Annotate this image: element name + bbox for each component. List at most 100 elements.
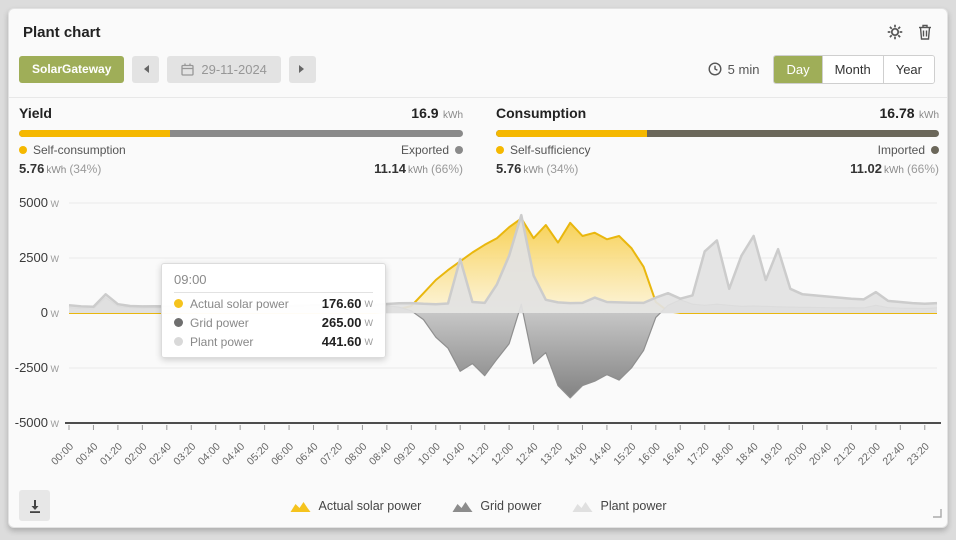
plant-chart-card: Plant chart SolarGateway (8, 8, 948, 528)
svg-text:16:40: 16:40 (660, 441, 687, 468)
svg-text:16:00: 16:00 (636, 441, 663, 468)
exported-value: 11.14 kWh (66%) (374, 161, 463, 176)
yield-title: Yield (19, 105, 52, 121)
interval-label: 5 min (727, 61, 760, 77)
prev-day-button[interactable] (132, 55, 160, 83)
svg-text:10:40: 10:40 (440, 441, 467, 468)
svg-text:18:00: 18:00 (709, 441, 736, 468)
chevron-right-icon (299, 65, 305, 73)
imported-label: Imported (878, 143, 939, 157)
svg-text:02:40: 02:40 (147, 441, 174, 468)
svg-text:15:20: 15:20 (611, 441, 638, 468)
resize-grip[interactable] (932, 505, 942, 523)
tooltip-row-solar: Actual solar power 176.60 W (162, 293, 385, 312)
svg-text:00:40: 00:40 (74, 441, 101, 468)
settings-button[interactable] (885, 22, 905, 42)
imported-value: 11.02 kWh (66%) (850, 161, 939, 176)
grid-area-icon (452, 501, 473, 512)
solar-area-icon (290, 501, 311, 512)
svg-text:12:00: 12:00 (489, 441, 516, 468)
svg-text:18:40: 18:40 (734, 441, 761, 468)
solar-dot (174, 299, 183, 308)
tab-day[interactable]: Day (774, 55, 822, 83)
toolbar: SolarGateway 29-11-2024 (19, 55, 316, 83)
yield-total: 16.9 kWh (411, 105, 463, 121)
clock-icon (708, 62, 722, 76)
view-controls: 5 min Day Month Year (708, 54, 935, 84)
tooltip-time: 09:00 (174, 272, 373, 293)
yield-stats: Yield 16.9 kWh Self-consumption Exported… (19, 105, 463, 176)
svg-text:23:20: 23:20 (905, 441, 932, 468)
self-sufficiency-value: 5.76 kWh (34%) (496, 161, 579, 176)
solar-area (69, 218, 937, 313)
svg-text:04:40: 04:40 (220, 441, 247, 468)
plant-dot (174, 337, 183, 346)
interval-indicator: 5 min (708, 61, 760, 77)
plant-area (69, 215, 937, 313)
consumption-progress-fill (496, 130, 647, 137)
imported-dot (931, 146, 939, 154)
svg-text:03:20: 03:20 (171, 441, 198, 468)
chart-tooltip: 09:00 Actual solar power 176.60 W Grid po… (161, 263, 386, 358)
svg-text:14:40: 14:40 (587, 441, 614, 468)
svg-text:08:00: 08:00 (342, 441, 369, 468)
download-icon (29, 499, 40, 513)
svg-text:04:00: 04:00 (196, 441, 223, 468)
svg-text:00:00: 00:00 (49, 441, 76, 468)
legend-item-grid[interactable]: Grid power (451, 499, 541, 513)
svg-text:12:40: 12:40 (514, 441, 541, 468)
svg-text:11:20: 11:20 (465, 441, 492, 468)
plant-area-icon (572, 501, 593, 512)
resize-corner-icon (933, 509, 942, 518)
consumption-progress-bar (496, 130, 939, 137)
gateway-label: SolarGateway (32, 62, 112, 76)
legend-item-solar[interactable]: Actual solar power (290, 499, 421, 513)
grid-area (69, 297, 937, 398)
legend-item-plant[interactable]: Plant power (571, 499, 666, 513)
self-consumption-label: Self-consumption (19, 143, 126, 157)
chevron-left-icon (143, 65, 149, 73)
svg-text:22:40: 22:40 (880, 441, 907, 468)
svg-text:14:00: 14:00 (563, 441, 590, 468)
toolbar-divider (9, 97, 947, 98)
download-button[interactable] (19, 490, 50, 521)
svg-text:06:00: 06:00 (269, 441, 296, 468)
tooltip-row-grid: Grid power 265.00 W (162, 312, 385, 331)
svg-text:07:20: 07:20 (318, 441, 345, 468)
svg-text:02:00: 02:00 (122, 441, 149, 468)
delete-button[interactable] (915, 22, 935, 42)
next-day-button[interactable] (288, 55, 316, 83)
grid-dot (174, 318, 183, 327)
svg-text:08:40: 08:40 (367, 441, 394, 468)
date-label: 29-11-2024 (201, 61, 267, 77)
chart-legend: Actual solar power Grid power Plant powe… (290, 499, 666, 513)
consumption-total: 16.78 kWh (879, 105, 940, 121)
yield-progress-bar (19, 130, 463, 137)
svg-text:10:00: 10:00 (416, 441, 443, 468)
page-title: Plant chart (23, 24, 101, 41)
svg-text:20:00: 20:00 (783, 441, 810, 468)
exported-label: Exported (401, 143, 463, 157)
self-consumption-dot (19, 146, 27, 154)
svg-text:21:20: 21:20 (831, 441, 858, 468)
svg-text:17:20: 17:20 (685, 441, 712, 468)
self-consumption-value: 5.76 kWh (34%) (19, 161, 102, 176)
tab-month[interactable]: Month (821, 55, 883, 83)
tooltip-row-plant: Plant power 441.60 W (162, 331, 385, 350)
self-sufficiency-label: Self-sufficiency (496, 143, 590, 157)
svg-text:20:40: 20:40 (807, 441, 834, 468)
svg-text:19:20: 19:20 (758, 441, 785, 468)
svg-text:05:20: 05:20 (245, 441, 272, 468)
svg-text:01:20: 01:20 (98, 441, 125, 468)
header-actions (885, 22, 935, 42)
view-switcher: Day Month Year (773, 54, 935, 84)
date-picker-button[interactable]: 29-11-2024 (167, 55, 281, 83)
svg-text:13:20: 13:20 (538, 441, 565, 468)
tab-year[interactable]: Year (882, 55, 934, 83)
exported-dot (455, 146, 463, 154)
gateway-button[interactable]: SolarGateway (19, 55, 125, 83)
yield-progress-fill (19, 130, 170, 137)
trash-icon (919, 24, 931, 40)
